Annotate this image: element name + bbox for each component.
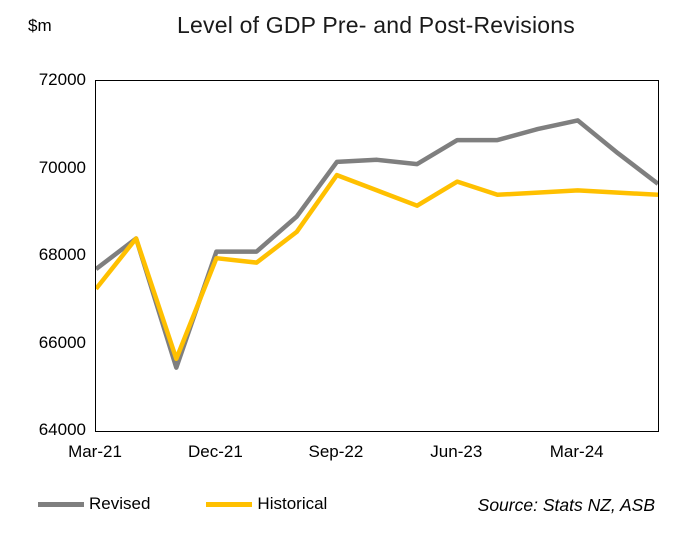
x-tick-label-mar-21: Mar-21 (68, 442, 122, 461)
x-tick-label-dec-21: Dec-21 (187, 442, 243, 461)
legend-swatch-revised (38, 501, 84, 507)
y-axis-unit-label: $m (28, 16, 52, 35)
x-tick-label-jun-23: Jun-23 (430, 442, 483, 461)
y-tick-label-72000: 72000 (38, 70, 86, 89)
y-tick-label-64000: 64000 (38, 420, 86, 439)
y-tick-label-70000: 70000 (38, 158, 86, 177)
line-series-canvas (96, 81, 658, 431)
y-tick-label-66000: 66000 (38, 333, 86, 352)
plot-area (95, 80, 659, 432)
x-tick-label-sep-22: Sep-22 (308, 442, 364, 461)
chart-title: Level of GDP Pre- and Post-Revisions (177, 12, 575, 38)
x-tick-label-mar-24: Mar-24 (549, 442, 604, 461)
y-tick-label-68000: 68000 (38, 245, 86, 264)
source-attribution: Source: Stats NZ, ASB (477, 495, 655, 515)
legend-swatch-historical (206, 501, 253, 507)
legend-label-historical: Historical (257, 494, 328, 513)
legend-item-historical: Historical (206, 494, 327, 514)
legend-label-revised: Revised (89, 494, 151, 513)
legend-item-revised: Revised (38, 494, 150, 514)
chart-legend: Revised Historical (38, 494, 327, 514)
